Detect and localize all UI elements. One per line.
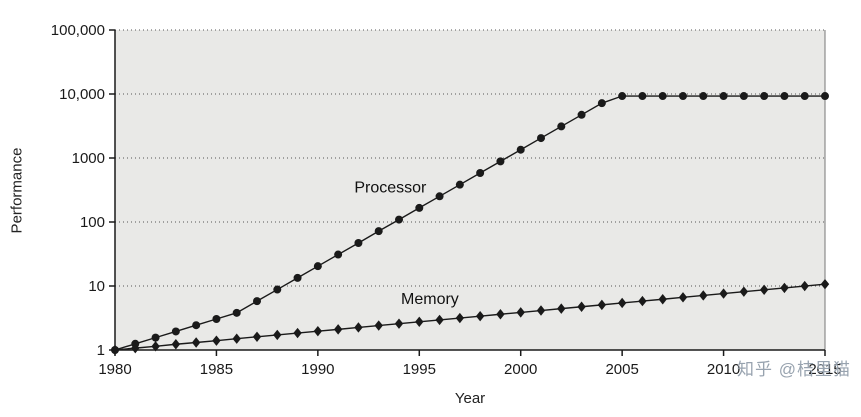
data-point-circle xyxy=(699,92,708,101)
data-point-circle xyxy=(658,92,667,101)
data-point-diamond xyxy=(131,342,140,354)
x-tick-label: 2010 xyxy=(707,361,740,378)
data-point-circle xyxy=(780,92,789,101)
data-point-diamond xyxy=(171,339,181,350)
data-point-diamond xyxy=(557,303,566,314)
data-point-diamond xyxy=(455,312,465,324)
data-point-diamond xyxy=(212,335,221,346)
watermark: 知乎 @桔里猫 xyxy=(737,360,851,379)
data-point-circle xyxy=(273,285,282,294)
data-point-diamond xyxy=(800,280,809,292)
data-point-diamond xyxy=(333,324,343,335)
data-point-diamond xyxy=(354,322,363,333)
data-point-circle xyxy=(516,145,525,154)
data-point-diamond xyxy=(577,301,586,312)
series-label-memory: Memory xyxy=(401,291,459,308)
y-tick-label: 10 xyxy=(88,278,105,295)
data-point-diamond xyxy=(313,325,323,337)
data-point-circle xyxy=(395,215,403,224)
x-tick-label: 2015 xyxy=(808,361,841,378)
data-point-circle xyxy=(679,92,687,101)
data-point-circle xyxy=(171,327,180,336)
series-memory: Memory xyxy=(110,278,830,356)
data-point-circle xyxy=(496,157,505,166)
data-point-diamond xyxy=(516,307,525,318)
y-tick-label: 10,000 xyxy=(59,86,105,103)
data-point-circle xyxy=(638,92,647,101)
data-point-circle xyxy=(232,308,241,317)
data-point-diamond xyxy=(820,278,830,290)
data-point-circle xyxy=(354,238,363,247)
y-tick-label: 100 xyxy=(80,214,105,231)
data-point-circle xyxy=(415,203,424,212)
data-point-diamond xyxy=(536,305,546,316)
data-point-diamond xyxy=(293,327,302,339)
data-point-diamond xyxy=(496,309,505,320)
data-point-circle xyxy=(435,192,444,201)
data-point-diamond xyxy=(658,294,667,305)
x-tick-label: 1985 xyxy=(200,361,233,378)
data-point-circle xyxy=(800,92,809,101)
data-point-diamond xyxy=(780,282,789,294)
data-point-diamond xyxy=(252,331,262,342)
data-point-diamond xyxy=(232,333,241,344)
data-point-circle xyxy=(557,122,566,131)
data-point-circle xyxy=(618,92,627,101)
data-point-circle xyxy=(253,297,261,306)
data-point-circle xyxy=(192,321,201,330)
data-point-circle xyxy=(577,110,586,119)
data-point-circle xyxy=(313,262,322,271)
data-point-circle xyxy=(212,315,221,324)
x-tick-label: 2005 xyxy=(605,361,638,378)
x-axis-title: Year xyxy=(454,390,486,407)
data-point-diamond xyxy=(719,288,728,299)
data-point-diamond xyxy=(110,344,120,356)
data-point-circle xyxy=(719,92,728,101)
data-point-diamond xyxy=(475,310,485,322)
data-point-circle xyxy=(476,168,485,177)
y-tick-label: 100,000 xyxy=(51,22,105,39)
data-point-diamond xyxy=(415,316,424,327)
data-point-diamond xyxy=(273,329,282,341)
data-point-diamond xyxy=(617,297,627,309)
data-point-diamond xyxy=(435,314,444,326)
series-label-processor: Processor xyxy=(354,179,427,196)
data-point-circle xyxy=(739,92,748,101)
data-point-diamond xyxy=(759,284,769,296)
data-point-circle xyxy=(374,227,383,236)
plot-area xyxy=(115,30,825,350)
data-point-circle xyxy=(151,333,160,342)
data-point-diamond xyxy=(699,290,708,301)
data-point-circle xyxy=(760,92,769,101)
data-point-diamond xyxy=(191,337,201,348)
data-point-circle xyxy=(334,250,343,259)
x-tick-label: 2000 xyxy=(504,361,537,378)
data-point-circle xyxy=(597,99,606,108)
data-point-diamond xyxy=(597,299,607,311)
data-point-diamond xyxy=(151,341,160,352)
y-tick-label: 1 xyxy=(97,342,105,359)
data-point-diamond xyxy=(638,295,647,307)
data-point-diamond xyxy=(678,292,688,303)
data-point-diamond xyxy=(374,320,383,331)
x-tick-label: 1980 xyxy=(98,361,131,378)
data-point-diamond xyxy=(739,286,749,297)
data-point-circle xyxy=(455,180,464,189)
x-tick-label: 1995 xyxy=(403,361,436,378)
y-tick-label: 1000 xyxy=(72,150,105,167)
data-point-diamond xyxy=(394,318,404,329)
data-point-circle xyxy=(537,134,545,143)
data-point-circle xyxy=(293,273,302,282)
x-tick-label: 1990 xyxy=(301,361,334,378)
y-axis-title: Performance xyxy=(8,147,26,234)
data-point-circle xyxy=(821,92,829,101)
